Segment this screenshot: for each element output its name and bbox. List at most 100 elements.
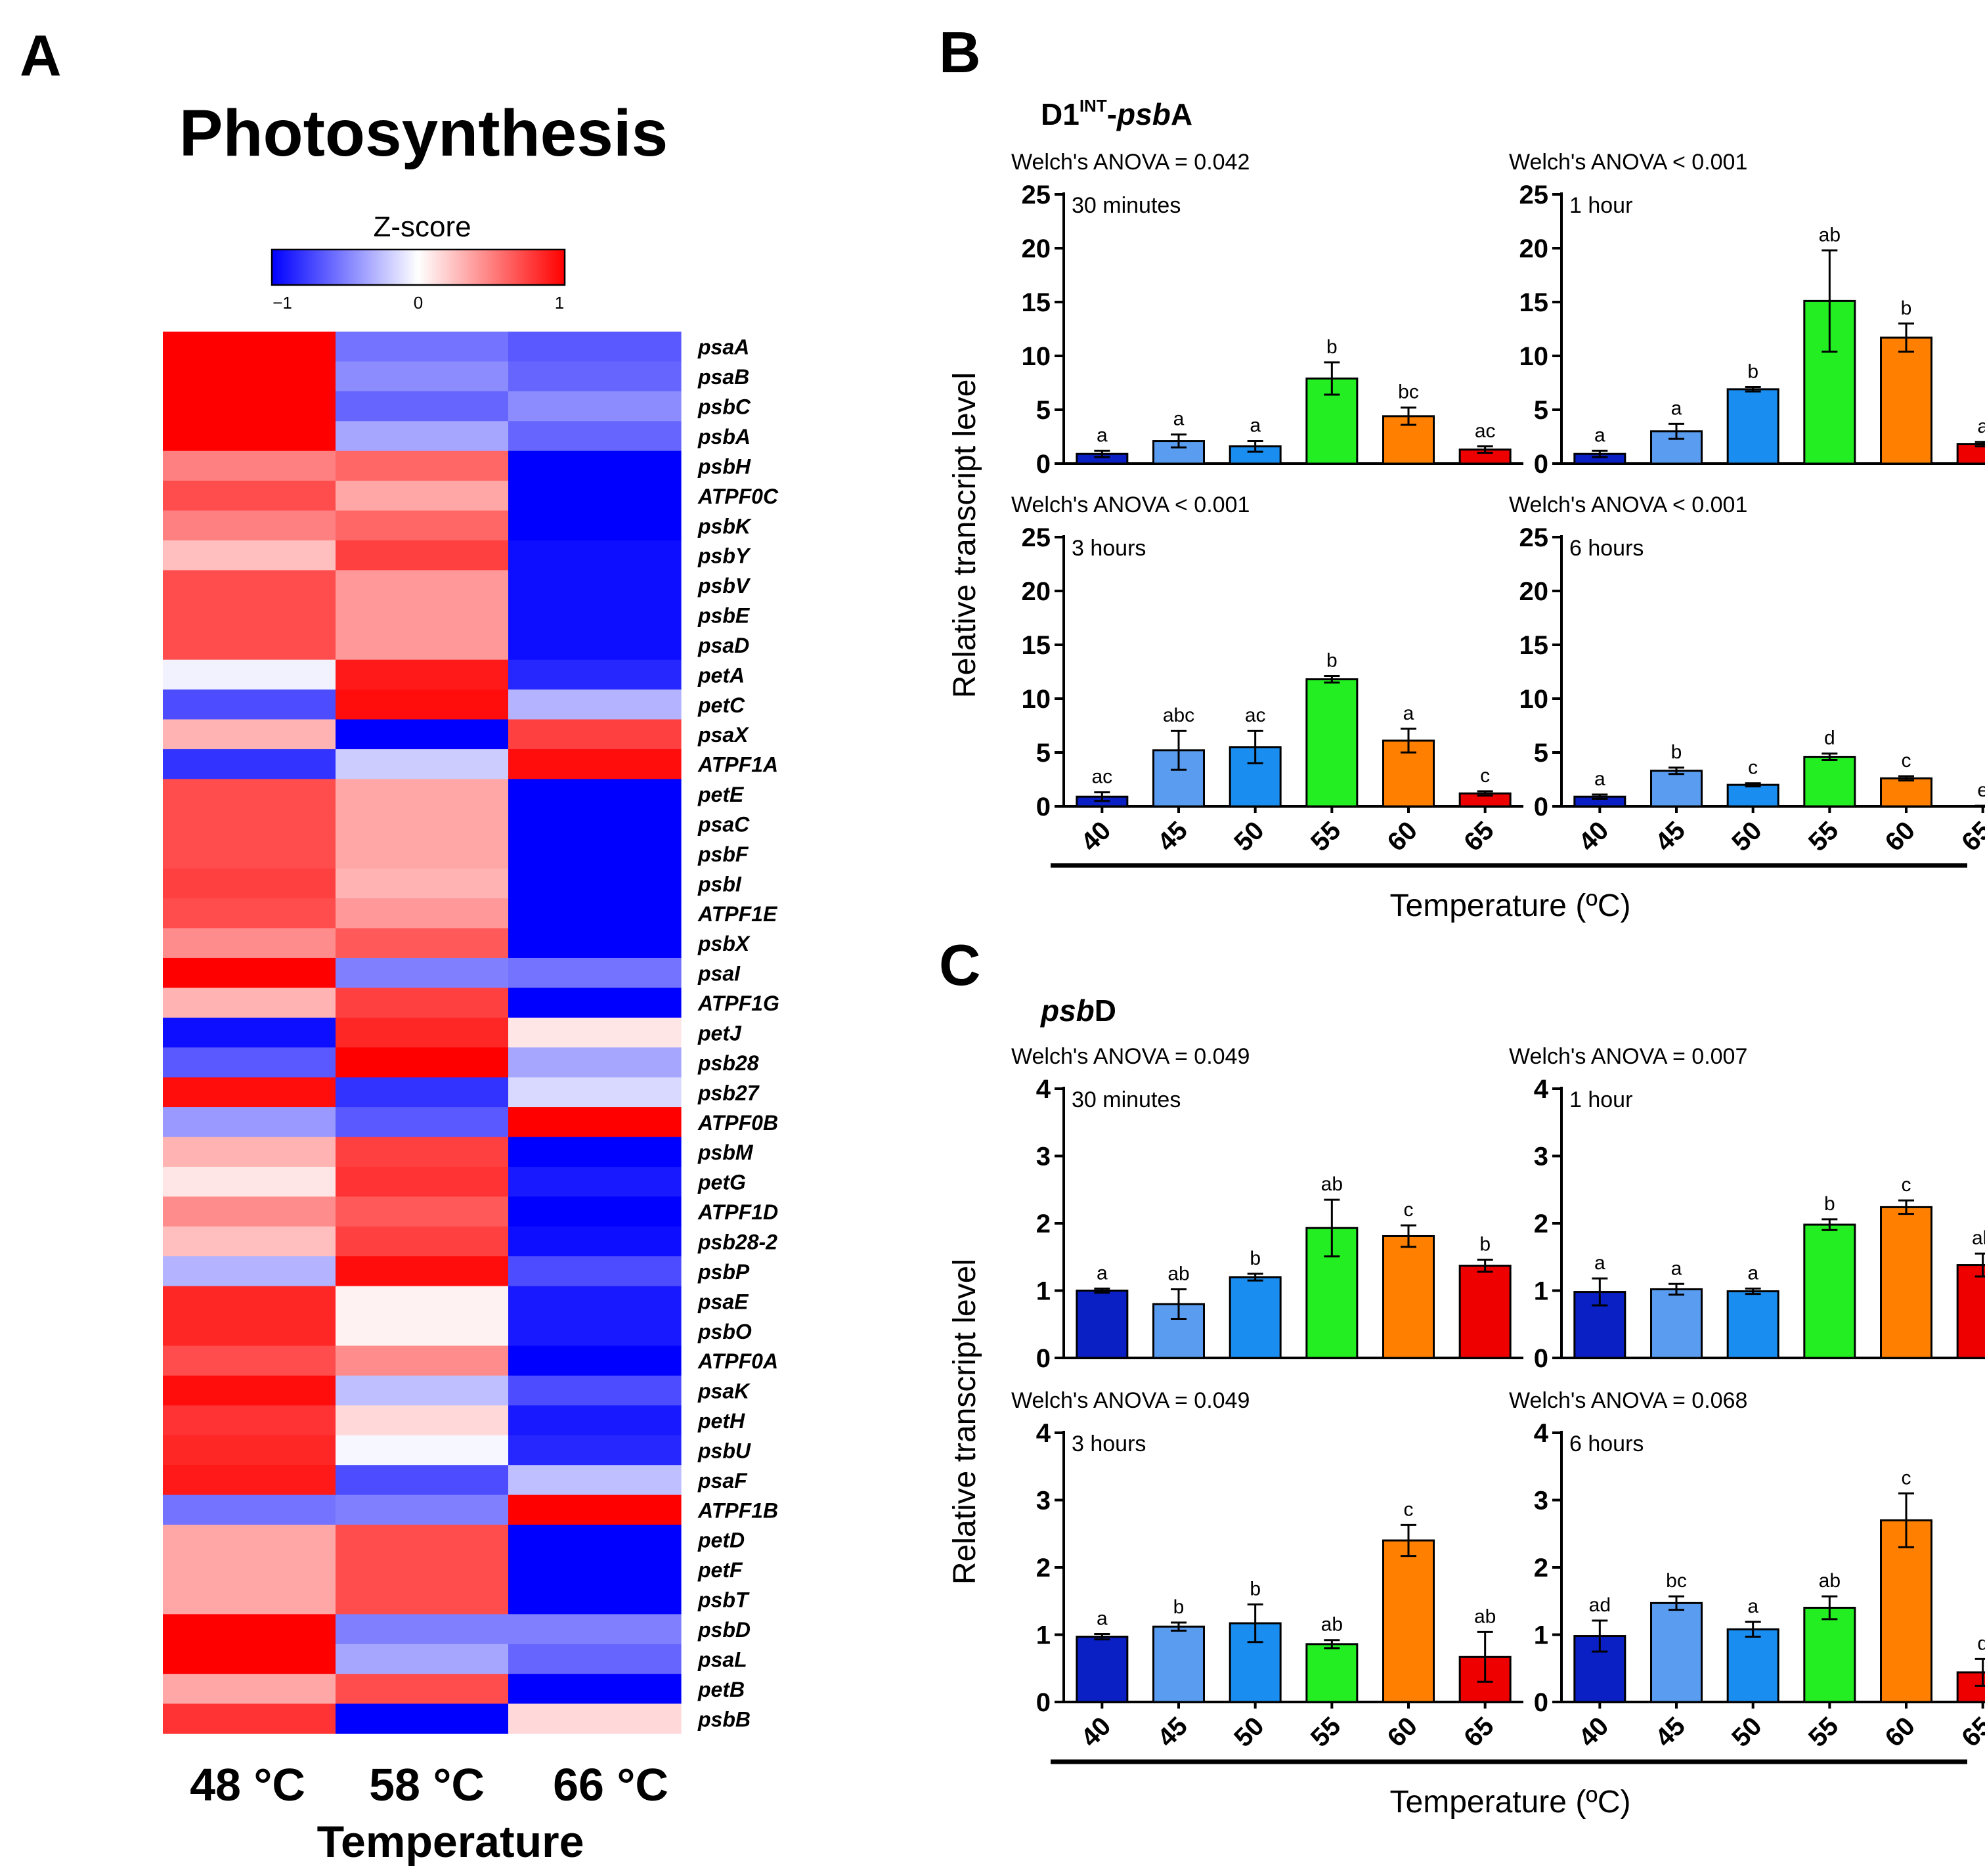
time-label: 1 hour bbox=[1569, 193, 1632, 218]
gene-label: petB bbox=[697, 1678, 745, 1701]
gene-label: psbB bbox=[697, 1707, 751, 1731]
y-tick-label: 10 bbox=[1519, 685, 1549, 714]
bar bbox=[1229, 445, 1282, 465]
bar bbox=[1726, 1290, 1779, 1359]
gene-label: psbI bbox=[697, 872, 742, 896]
significance-letter: b bbox=[1173, 1596, 1185, 1618]
heatmap-cell bbox=[336, 689, 509, 720]
bar bbox=[1956, 1264, 1985, 1359]
significance-letter: a bbox=[1250, 415, 1261, 437]
anova-label: Welch's ANOVA < 0.001 bbox=[1509, 492, 1747, 517]
gene-label: ATPF0B bbox=[697, 1111, 778, 1135]
gene-label: psaL bbox=[697, 1647, 747, 1671]
heatmap-cell bbox=[508, 1077, 682, 1108]
heatmap-cell bbox=[508, 1196, 682, 1227]
significance-letter: ad bbox=[1589, 1594, 1611, 1616]
y-tick-label: 1 bbox=[1534, 1621, 1548, 1650]
heatmap-cell bbox=[508, 391, 682, 422]
x-tick-label: 55 bbox=[1803, 816, 1844, 858]
heatmap-cells bbox=[163, 332, 682, 1734]
heatmap-cell bbox=[163, 1435, 336, 1466]
gene-label: psaB bbox=[697, 365, 749, 389]
heatmap-cell bbox=[508, 450, 682, 481]
heatmap-cell bbox=[508, 421, 682, 452]
bar bbox=[1956, 1671, 1985, 1703]
y-tick-label: 25 bbox=[1022, 181, 1051, 209]
heatmap-cell bbox=[336, 719, 509, 750]
heatmap-cell bbox=[336, 839, 509, 869]
heatmap-cell bbox=[163, 421, 336, 452]
heatmap-cell bbox=[508, 1465, 682, 1496]
significance-letter: ac bbox=[1475, 420, 1496, 442]
bar bbox=[1880, 336, 1932, 465]
x-tick-label: 55 bbox=[1803, 1712, 1844, 1753]
y-tick-label: 0 bbox=[1534, 1688, 1548, 1717]
y-axis-label-c: Relative transcript level bbox=[948, 1259, 982, 1584]
heatmap-cell bbox=[336, 1077, 509, 1108]
heatmap-cell bbox=[508, 928, 682, 959]
heatmap-cell bbox=[163, 1107, 336, 1138]
y-tick-label: 2 bbox=[1534, 1554, 1548, 1582]
gene-label: psbX bbox=[697, 932, 751, 955]
significance-letter: ac bbox=[1245, 705, 1266, 726]
y-tick-label: 1 bbox=[1534, 1277, 1548, 1306]
gene-label: petH bbox=[697, 1409, 745, 1433]
heatmap-cell bbox=[336, 749, 509, 779]
heatmap-cell bbox=[508, 630, 682, 661]
y-tick-label: 0 bbox=[1534, 450, 1548, 479]
gene-label: psbA bbox=[697, 425, 751, 448]
heatmap-cell bbox=[163, 898, 336, 929]
anova-label: Welch's ANOVA < 0.001 bbox=[1509, 150, 1747, 175]
heatmap-cell bbox=[163, 1375, 336, 1406]
y-tick-label: 20 bbox=[1519, 234, 1549, 263]
x-tick-label: 55 bbox=[1305, 1712, 1347, 1753]
heatmap-cell bbox=[336, 1137, 509, 1167]
x-tick-label: 40 bbox=[1573, 1712, 1615, 1753]
heatmap-cell bbox=[336, 1644, 509, 1674]
x-tick-label: 45 bbox=[1152, 816, 1194, 858]
anova-label: Welch's ANOVA = 0.068 bbox=[1509, 1388, 1747, 1413]
heatmap-cell bbox=[508, 570, 682, 601]
bar bbox=[1382, 1539, 1435, 1703]
gene-label: psbY bbox=[697, 544, 751, 568]
heatmap-cell bbox=[336, 1614, 509, 1645]
heatmap-cell bbox=[163, 1674, 336, 1705]
time-label: 1 hour bbox=[1569, 1087, 1632, 1112]
significance-letter: a bbox=[1097, 424, 1108, 446]
heatmap-cell bbox=[508, 1525, 682, 1556]
gene-label: ATPF1G bbox=[697, 992, 779, 1015]
heatmap-cell bbox=[336, 1554, 509, 1585]
heatmap-cell bbox=[163, 1345, 336, 1376]
colorbar-tick-max: 1 bbox=[555, 293, 564, 313]
heatmap-cell bbox=[336, 630, 509, 661]
gene-label: psb28 bbox=[697, 1051, 759, 1075]
gene-label: psbH bbox=[697, 454, 751, 478]
heatmap-cell bbox=[336, 1674, 509, 1705]
heatmap-cell bbox=[163, 1554, 336, 1585]
significance-letter: ab bbox=[1321, 1614, 1343, 1636]
panel-label-b: B bbox=[939, 20, 981, 85]
y-tick-label: 25 bbox=[1519, 181, 1549, 209]
gene-label: psbD bbox=[697, 1618, 751, 1642]
gene-label: psaD bbox=[697, 634, 749, 657]
x-tick-label: 40 bbox=[1076, 1712, 1117, 1753]
heatmap-cell bbox=[163, 540, 336, 571]
y-tick-label: 5 bbox=[1534, 396, 1548, 425]
gene-label: petF bbox=[697, 1558, 743, 1582]
significance-letter: c bbox=[1902, 1467, 1911, 1489]
heatmap-cell bbox=[508, 1286, 682, 1317]
y-tick-label: 1 bbox=[1036, 1621, 1051, 1650]
significance-letter: c bbox=[1748, 757, 1758, 779]
significance-letter: a bbox=[1173, 408, 1185, 430]
time-label: 3 hours bbox=[1072, 536, 1146, 561]
bar bbox=[1382, 1234, 1435, 1359]
bar bbox=[1726, 1628, 1779, 1703]
significance-letter: a bbox=[1747, 1262, 1758, 1284]
heatmap-cell bbox=[508, 1703, 682, 1734]
x-tick-label: 40 bbox=[1573, 816, 1615, 858]
heatmap-cell bbox=[336, 570, 509, 601]
significance-letter: b bbox=[1747, 361, 1758, 383]
y-tick-label: 5 bbox=[1036, 396, 1051, 425]
gene-label: psbC bbox=[697, 395, 751, 419]
